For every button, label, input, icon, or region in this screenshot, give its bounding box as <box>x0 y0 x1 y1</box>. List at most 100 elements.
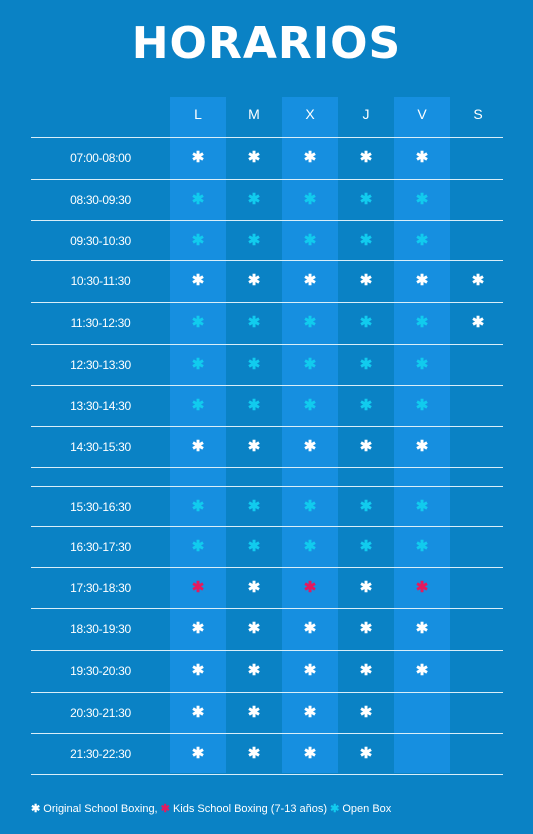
class-marker-icon: ✱ <box>359 619 373 637</box>
legend-label: Original School Boxing, <box>40 803 161 815</box>
time-slot-label: 14:30-15:30 <box>70 439 131 454</box>
row-divider <box>31 486 503 487</box>
class-marker-icon: ✱ <box>359 231 373 249</box>
time-slot-label: 20:30-21:30 <box>70 705 131 720</box>
class-marker-icon: ✱ <box>415 619 429 637</box>
class-marker-icon: ✱ <box>191 313 205 331</box>
class-marker-icon: ✱ <box>247 703 261 721</box>
day-header-v: V <box>417 106 427 122</box>
row-divider <box>31 692 503 693</box>
class-marker-icon: ✱ <box>471 271 485 289</box>
class-marker-icon: ✱ <box>247 271 261 289</box>
row-divider <box>31 467 503 468</box>
class-marker-icon: ✱ <box>359 703 373 721</box>
row-divider <box>31 385 503 386</box>
class-marker-icon: ✱ <box>191 437 205 455</box>
class-marker-icon: ✱ <box>415 537 429 555</box>
legend-label: Kids School Boxing (7-13 años) <box>169 803 331 815</box>
time-slot-label: 13:30-14:30 <box>70 398 131 413</box>
row-divider <box>31 302 503 303</box>
class-marker-icon: ✱ <box>247 537 261 555</box>
class-marker-icon: ✱ <box>247 619 261 637</box>
class-marker-icon: ✱ <box>191 744 205 762</box>
class-marker-icon: ✱ <box>303 231 317 249</box>
class-marker-icon: ✱ <box>247 437 261 455</box>
time-slot-label: 17:30-18:30 <box>70 580 131 595</box>
time-slot-label: 18:30-19:30 <box>70 621 131 636</box>
day-header-j: J <box>362 106 370 122</box>
row-divider <box>31 260 503 261</box>
class-marker-icon: ✱ <box>303 744 317 762</box>
day-column-highlight <box>170 97 226 773</box>
class-marker-icon: ✱ <box>471 313 485 331</box>
class-marker-icon: ✱ <box>247 231 261 249</box>
class-marker-icon: ✱ <box>415 190 429 208</box>
day-header-l: L <box>194 106 202 122</box>
class-marker-icon: ✱ <box>415 437 429 455</box>
class-marker-icon: ✱ <box>359 271 373 289</box>
class-marker-icon: ✱ <box>415 271 429 289</box>
class-marker-icon: ✱ <box>303 497 317 515</box>
class-marker-icon: ✱ <box>359 355 373 373</box>
class-marker-icon: ✱ <box>191 537 205 555</box>
legend-label: Open Box <box>339 803 392 815</box>
time-slot-label: 08:30-09:30 <box>70 192 131 207</box>
time-slot-label: 15:30-16:30 <box>70 499 131 514</box>
legend-marker-icon: ✱ <box>31 803 41 815</box>
class-marker-icon: ✱ <box>303 661 317 679</box>
class-marker-icon: ✱ <box>359 537 373 555</box>
class-marker-icon: ✱ <box>303 355 317 373</box>
class-marker-icon: ✱ <box>415 148 429 166</box>
row-divider <box>31 650 503 651</box>
class-marker-icon: ✱ <box>191 396 205 414</box>
class-marker-icon: ✱ <box>191 661 205 679</box>
class-marker-icon: ✱ <box>247 396 261 414</box>
class-marker-icon: ✱ <box>247 497 261 515</box>
class-marker-icon: ✱ <box>191 231 205 249</box>
class-marker-icon: ✱ <box>247 355 261 373</box>
time-slot-label: 07:00-08:00 <box>70 150 131 165</box>
class-marker-icon: ✱ <box>191 355 205 373</box>
row-divider <box>31 774 503 775</box>
class-marker-icon: ✱ <box>191 703 205 721</box>
class-marker-icon: ✱ <box>359 497 373 515</box>
class-marker-icon: ✱ <box>247 190 261 208</box>
class-marker-icon: ✱ <box>415 578 429 596</box>
class-marker-icon: ✱ <box>247 578 261 596</box>
class-marker-icon: ✱ <box>247 148 261 166</box>
class-marker-icon: ✱ <box>247 744 261 762</box>
class-marker-icon: ✱ <box>303 271 317 289</box>
time-slot-label: 21:30-22:30 <box>70 746 131 761</box>
row-divider <box>31 733 503 734</box>
day-header-m: M <box>248 106 260 122</box>
row-divider <box>31 608 503 609</box>
class-marker-icon: ✱ <box>303 703 317 721</box>
class-marker-icon: ✱ <box>191 148 205 166</box>
time-slot-label: 16:30-17:30 <box>70 539 131 554</box>
class-marker-icon: ✱ <box>359 148 373 166</box>
class-marker-icon: ✱ <box>415 355 429 373</box>
day-column-highlight <box>394 97 450 773</box>
class-marker-icon: ✱ <box>303 437 317 455</box>
page-title: HORARIOS <box>131 18 402 69</box>
row-divider <box>31 526 503 527</box>
class-marker-icon: ✱ <box>359 190 373 208</box>
day-column-highlight <box>282 97 338 773</box>
legend: ✱ Original School Boxing, ✱ Kids School … <box>31 802 391 815</box>
class-marker-icon: ✱ <box>303 313 317 331</box>
class-marker-icon: ✱ <box>415 497 429 515</box>
class-marker-icon: ✱ <box>415 313 429 331</box>
class-marker-icon: ✱ <box>247 313 261 331</box>
time-slot-label: 10:30-11:30 <box>70 273 131 288</box>
class-marker-icon: ✱ <box>191 619 205 637</box>
class-marker-icon: ✱ <box>303 537 317 555</box>
legend-marker-icon: ✱ <box>160 803 170 815</box>
class-marker-icon: ✱ <box>191 271 205 289</box>
class-marker-icon: ✱ <box>191 497 205 515</box>
class-marker-icon: ✱ <box>415 396 429 414</box>
class-marker-icon: ✱ <box>303 578 317 596</box>
row-divider <box>31 567 503 568</box>
day-header-s: S <box>473 106 483 122</box>
class-marker-icon: ✱ <box>191 190 205 208</box>
time-slot-label: 19:30-20:30 <box>70 663 131 678</box>
